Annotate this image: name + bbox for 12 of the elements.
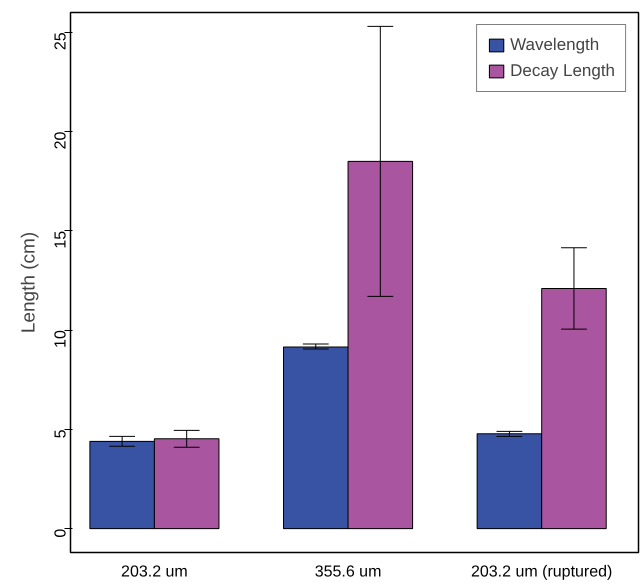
legend-label: Decay Length — [510, 61, 615, 81]
y-tick-label: 20 — [52, 132, 70, 150]
y-tick-label: 0 — [52, 528, 70, 538]
y-tick-label: 10 — [52, 330, 70, 348]
y-axis-title: Length (cm) — [18, 232, 40, 334]
y-tick-label: 15 — [52, 230, 70, 249]
y-tick-label: 25 — [52, 32, 70, 50]
x-tick-label: 355.6 um — [314, 564, 382, 580]
y-tick-label: 5 — [52, 429, 70, 438]
x-tick-label: 203.2 um — [121, 564, 188, 580]
x-tick-label: 203.2 um (ruptured) — [470, 564, 612, 580]
legend-label: Wavelength — [510, 35, 600, 55]
